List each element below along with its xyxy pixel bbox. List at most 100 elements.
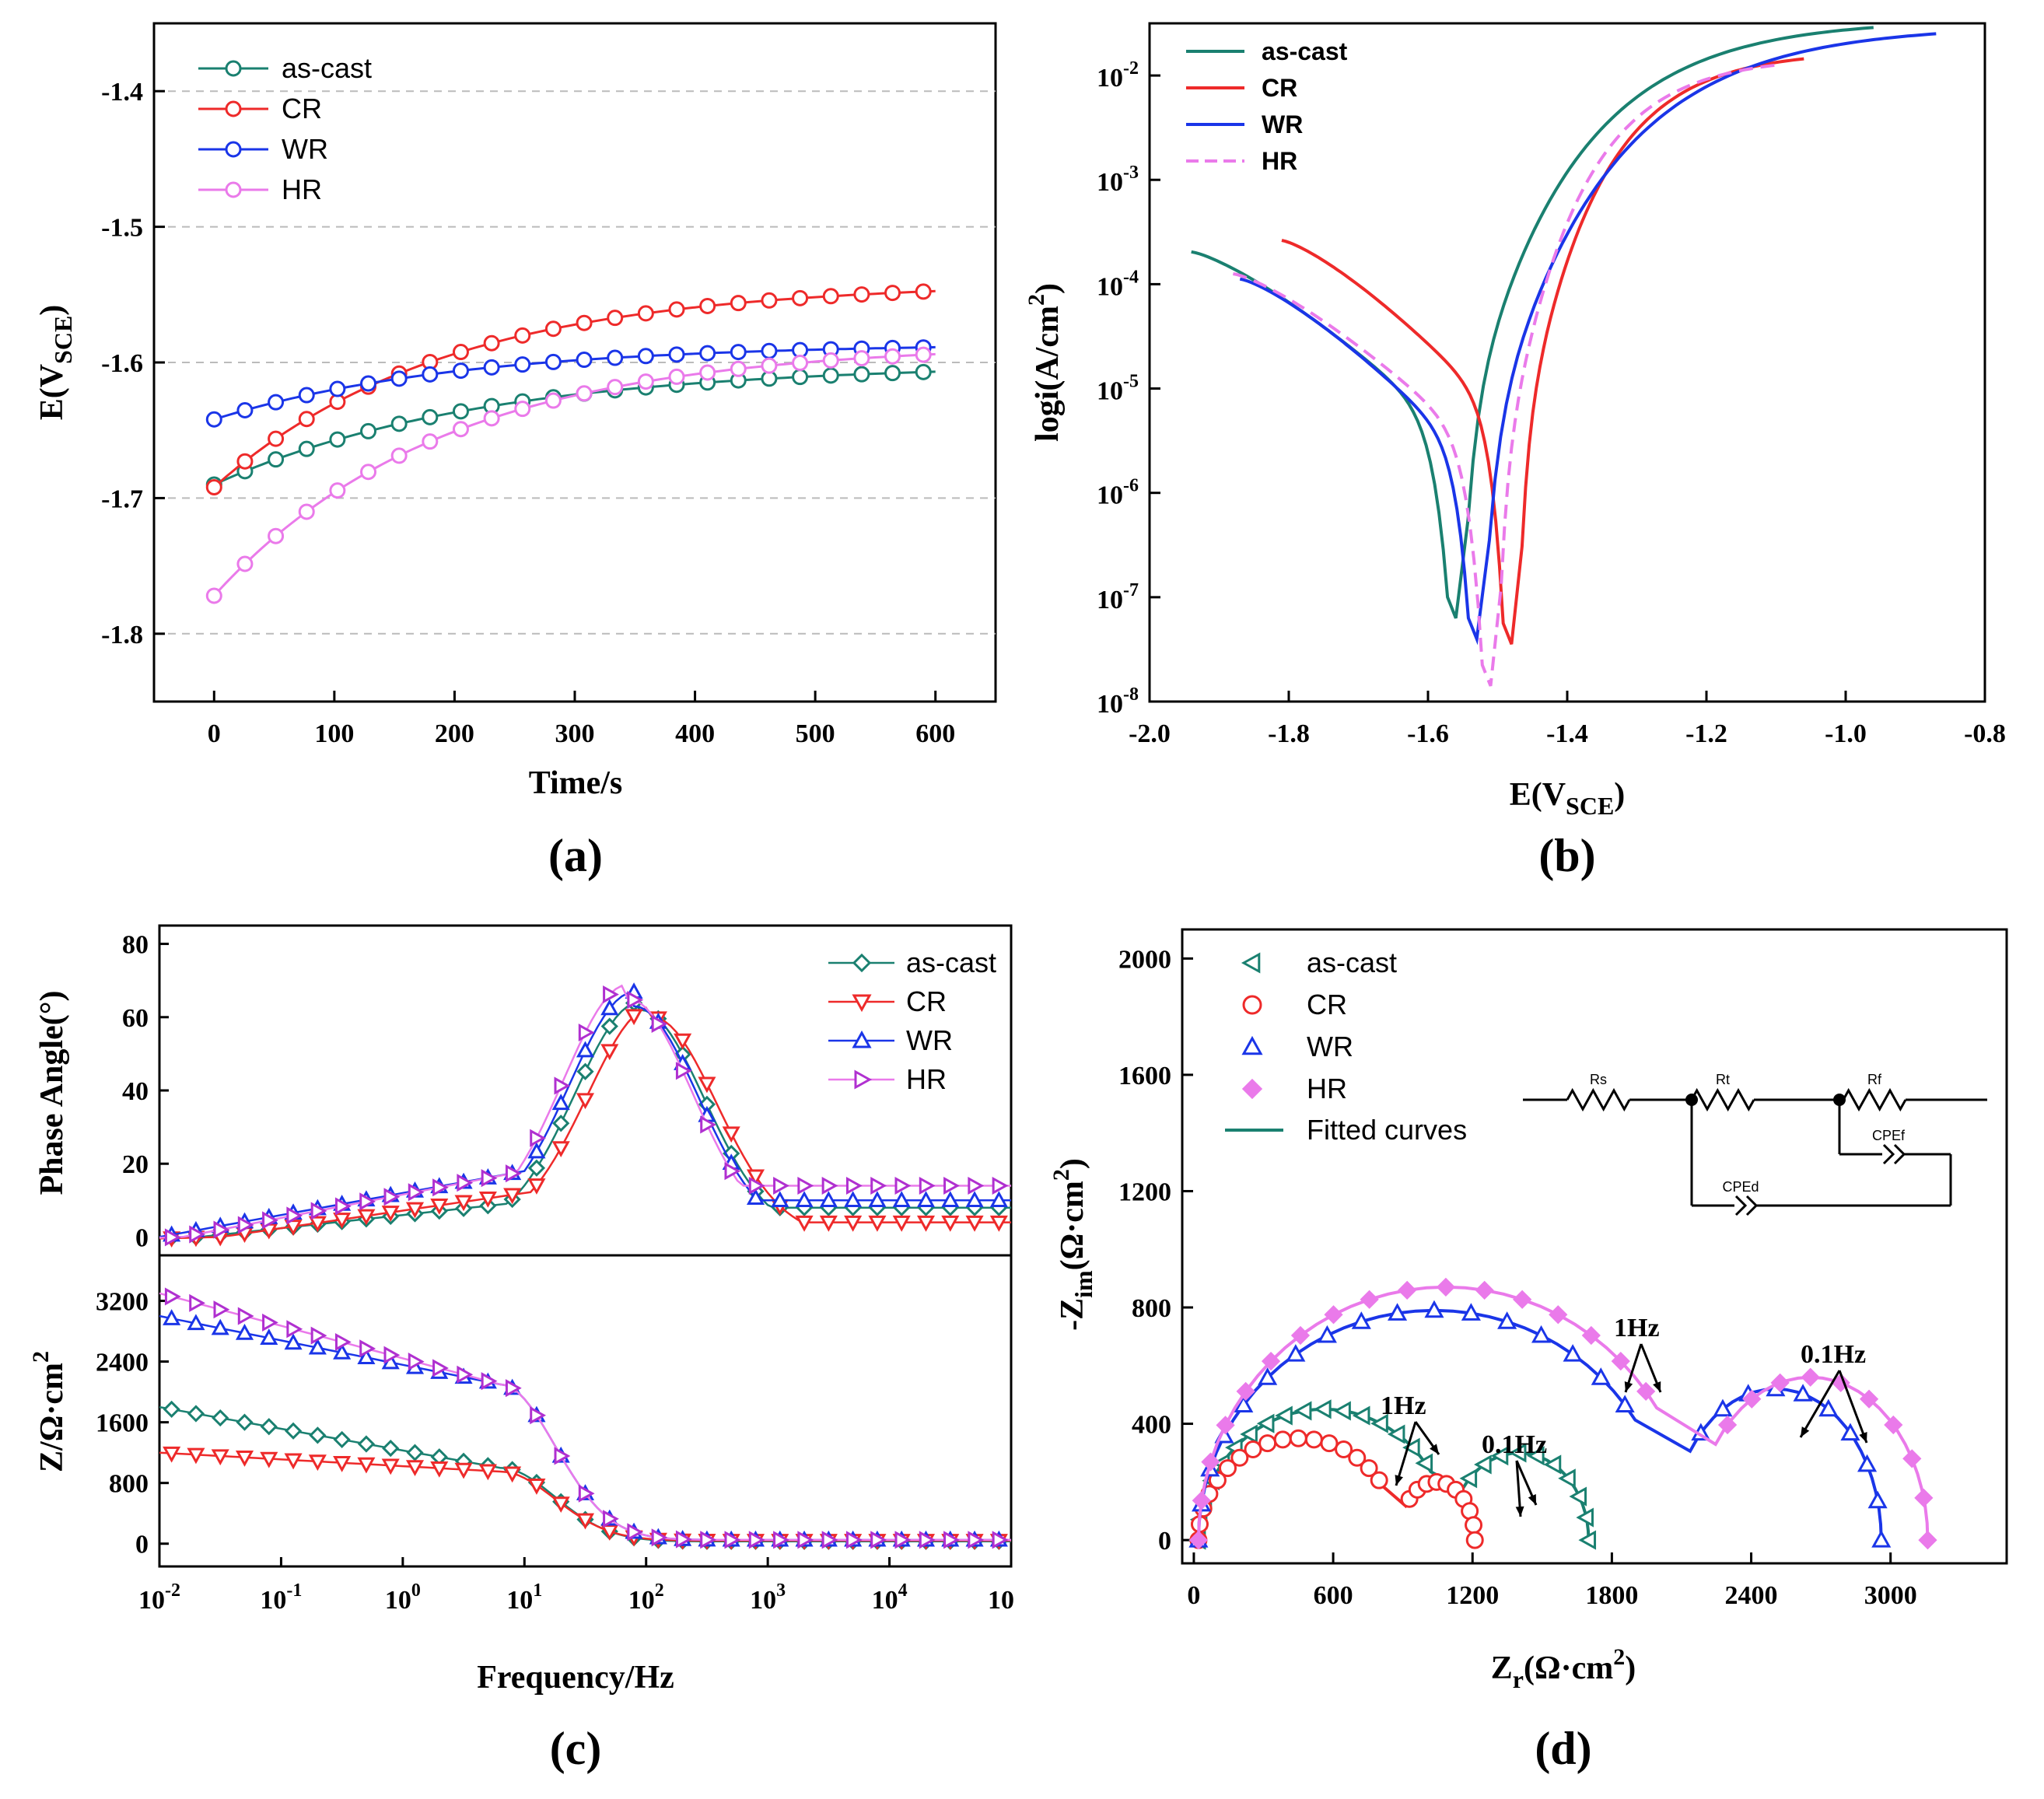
data-point-HR xyxy=(1360,1290,1379,1309)
annotation-arrowhead xyxy=(1653,1381,1661,1392)
x-axis-label-b: E(VSCE) xyxy=(1510,777,1626,820)
phase-point-CR xyxy=(284,1220,303,1236)
equivalent-circuit: Rs Rt Rf CPEf CPEd xyxy=(1523,1072,1987,1216)
phase-point-WR xyxy=(819,1191,838,1208)
phase-point-CR xyxy=(600,1044,619,1061)
impedance-point-as-cast xyxy=(236,1413,254,1431)
x-tick-label-a: 300 xyxy=(555,719,595,748)
phase-point-HR xyxy=(457,1174,474,1192)
data-point-HR xyxy=(1201,1452,1220,1472)
phase-point-CR xyxy=(527,1178,546,1195)
legend-label-CR: CR xyxy=(1307,989,1347,1020)
data-point-HR xyxy=(637,373,654,390)
legend-marker-CR xyxy=(852,994,872,1013)
ticks-a: -1.4 -1.5 -1.6 -1.7 -1.8 0 100 200 300 400 500 600 xyxy=(101,78,955,748)
phase-point-HR xyxy=(359,1192,376,1211)
impedance-point-HR xyxy=(383,1346,401,1364)
impedance-point-CR xyxy=(430,1461,449,1478)
impedance-point-HR xyxy=(651,1528,668,1547)
legend-label-HR: HR xyxy=(1262,147,1297,175)
phase-point-HR xyxy=(627,991,644,1010)
data-point-HR xyxy=(360,464,377,481)
impedance-point-CR xyxy=(551,1496,570,1514)
data-point-HR xyxy=(1717,1415,1738,1435)
impedance-point-as-cast xyxy=(309,1426,327,1444)
data-point-HR xyxy=(268,527,285,544)
data-point-WR xyxy=(483,359,500,376)
phase-point-HR xyxy=(578,1023,595,1042)
data-point-WR xyxy=(205,411,222,428)
data-point-HR xyxy=(1236,1381,1255,1402)
data-point-HR xyxy=(607,379,624,396)
impedance-point-CR xyxy=(576,1513,595,1530)
circuit-label-cpef: CPEf xyxy=(1872,1128,1906,1143)
legend-label-as-cast: as-cast xyxy=(906,947,996,978)
data-point-HR xyxy=(792,355,809,372)
data-point-CR xyxy=(452,344,469,361)
phase-point-CR xyxy=(868,1215,887,1232)
phase-point-CR xyxy=(381,1206,400,1222)
phase-point-CR xyxy=(819,1215,838,1232)
data-point-as-cast xyxy=(268,451,285,468)
y-tick-label-b: 10-6 xyxy=(1097,476,1139,510)
data-point-as-cast xyxy=(915,363,932,380)
circuit-label-rf: Rf xyxy=(1867,1072,1882,1087)
phase-point-HR xyxy=(213,1220,230,1239)
phase-point-CR xyxy=(795,1215,814,1232)
data-point-as-cast xyxy=(1275,1405,1293,1426)
phase-point-WR xyxy=(771,1191,789,1208)
impedance-point-as-cast xyxy=(382,1439,400,1458)
data-point-WR xyxy=(730,344,747,361)
data-point-CR xyxy=(761,292,778,309)
data-point-as-cast xyxy=(422,408,439,425)
phase-point-as-cast xyxy=(600,1017,618,1035)
series-c xyxy=(159,982,1011,1550)
data-point-HR xyxy=(1742,1389,1762,1409)
impedance-point-WR xyxy=(211,1318,229,1335)
annotation-arrowhead xyxy=(1395,1475,1403,1486)
legend-marker-HR xyxy=(854,1069,873,1090)
data-point-HR xyxy=(822,352,839,369)
x-tick-label-b: -1.2 xyxy=(1685,719,1727,748)
data-point-HR xyxy=(205,587,222,604)
phase-point-HR xyxy=(310,1202,327,1220)
data-point-WR xyxy=(1818,1398,1839,1417)
legend-marker-WR xyxy=(1241,1035,1263,1055)
y-tick-label-b: 10-2 xyxy=(1097,58,1139,93)
data-point-as-cast xyxy=(853,366,870,383)
data-point-as-cast xyxy=(1415,1453,1433,1473)
data-point-as-cast xyxy=(1333,1401,1351,1421)
impedance-point-HR xyxy=(968,1531,985,1549)
data-point-as-cast xyxy=(1240,1424,1258,1444)
data-point-HR xyxy=(1188,1530,1209,1550)
data-point-CR xyxy=(236,453,254,470)
data-point-WR xyxy=(452,362,469,380)
phase-point-WR xyxy=(916,1191,936,1208)
series-line-HR xyxy=(213,352,936,597)
phase-point-WR xyxy=(576,1041,595,1058)
phase-point-CR xyxy=(576,1093,595,1110)
data-point-CR xyxy=(853,286,870,303)
data-point-WR xyxy=(1351,1311,1371,1329)
y-tick-label-c-top: 20 xyxy=(122,1150,149,1179)
data-point-HR xyxy=(1216,1416,1235,1435)
impedance-point-HR xyxy=(748,1531,765,1549)
legend-label-CR: CR xyxy=(1262,74,1297,102)
data-point-WR xyxy=(329,380,346,397)
series-d xyxy=(1188,1277,1937,1550)
x-tick-label-b: -1.4 xyxy=(1546,719,1588,748)
data-point-CR xyxy=(576,314,593,331)
impedance-point-HR xyxy=(675,1530,692,1549)
data-point-as-cast xyxy=(1558,1468,1576,1489)
data-point-WR xyxy=(1461,1303,1481,1321)
panel-label-b: (b) xyxy=(1538,830,1595,881)
polarization-curve-WR xyxy=(1239,32,1937,646)
phase-point-CR xyxy=(478,1191,497,1208)
annotation-arrowhead xyxy=(1515,1506,1524,1517)
data-point-WR xyxy=(298,387,315,404)
y-tick-label-c-top: 60 xyxy=(122,1004,149,1033)
data-point-CR xyxy=(822,288,839,305)
legend-label-HR: HR xyxy=(282,173,322,205)
impedance-point-HR xyxy=(237,1307,254,1325)
impedance-point-HR xyxy=(845,1531,863,1549)
